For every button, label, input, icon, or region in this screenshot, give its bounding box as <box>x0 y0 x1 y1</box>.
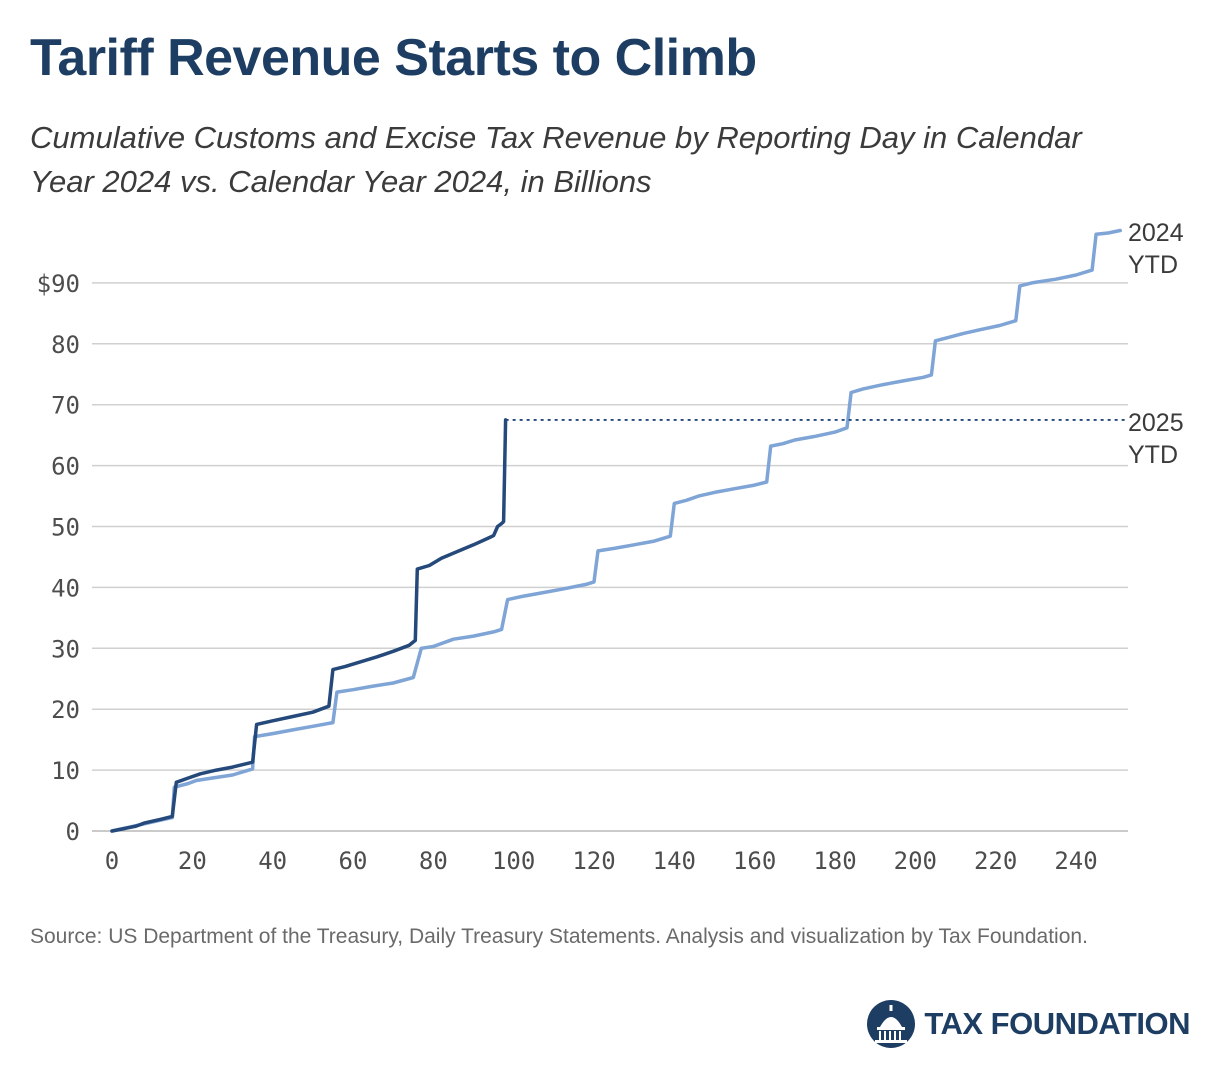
label-layer: 2024 YTD 2025 YTD <box>1128 219 1184 469</box>
end-label-2024: 2024 YTD <box>1128 219 1184 279</box>
end-label-2025: 2025 YTD <box>1128 409 1184 469</box>
chart-subtitle: Cumulative Customs and Excise Tax Revenu… <box>30 120 1082 199</box>
x-tick-label: 240 <box>1054 847 1097 875</box>
x-tick-label: 160 <box>733 847 776 875</box>
chart: 0 10 20 30 40 50 60 70 80 $90 0 20 40 60 80 100 120 140 16… <box>37 219 1184 875</box>
y-tick-label: 30 <box>51 635 80 663</box>
x-tick-label: 180 <box>813 847 856 875</box>
y-tick-label: 0 <box>66 818 80 846</box>
logo-text: TAX FOUNDATION <box>924 1006 1190 1041</box>
x-tick-label: 0 <box>105 847 119 875</box>
y-tick-label: 20 <box>51 696 80 724</box>
y-tick-label: 40 <box>51 574 80 602</box>
chart-title: Tariff Revenue Starts to Climb <box>30 29 757 87</box>
y-tick-label: 80 <box>51 331 80 359</box>
tax-foundation-logo[interactable]: TAX FOUNDATION <box>866 996 1190 1052</box>
axis-layer: 0 10 20 30 40 50 60 70 80 $90 0 20 40 60 80 100 120 140 16… <box>37 270 1098 875</box>
series-line-2024 <box>110 228 1122 833</box>
y-tick-label: 50 <box>51 514 80 542</box>
x-tick-label: 20 <box>178 847 207 875</box>
x-tick-label: 200 <box>894 847 937 875</box>
x-tick-label: 120 <box>572 847 615 875</box>
source-note: Source: US Department of the Treasury, D… <box>30 925 1088 948</box>
x-tick-label: 80 <box>419 847 448 875</box>
y-tick-label: 60 <box>51 453 80 481</box>
x-tick-label: 140 <box>653 847 696 875</box>
y-tick-label: 70 <box>51 392 80 420</box>
x-tick-label: 100 <box>492 847 535 875</box>
y-tick-label: $90 <box>37 270 80 298</box>
x-tick-label: 40 <box>258 847 287 875</box>
x-tick-label: 220 <box>974 847 1017 875</box>
capitol-dome-icon <box>867 1000 916 1048</box>
series-layer <box>110 228 1128 833</box>
grid-layer <box>92 282 1128 832</box>
series-line-2025 <box>110 418 508 833</box>
y-tick-label: 10 <box>51 757 80 785</box>
x-tick-label: 60 <box>339 847 368 875</box>
